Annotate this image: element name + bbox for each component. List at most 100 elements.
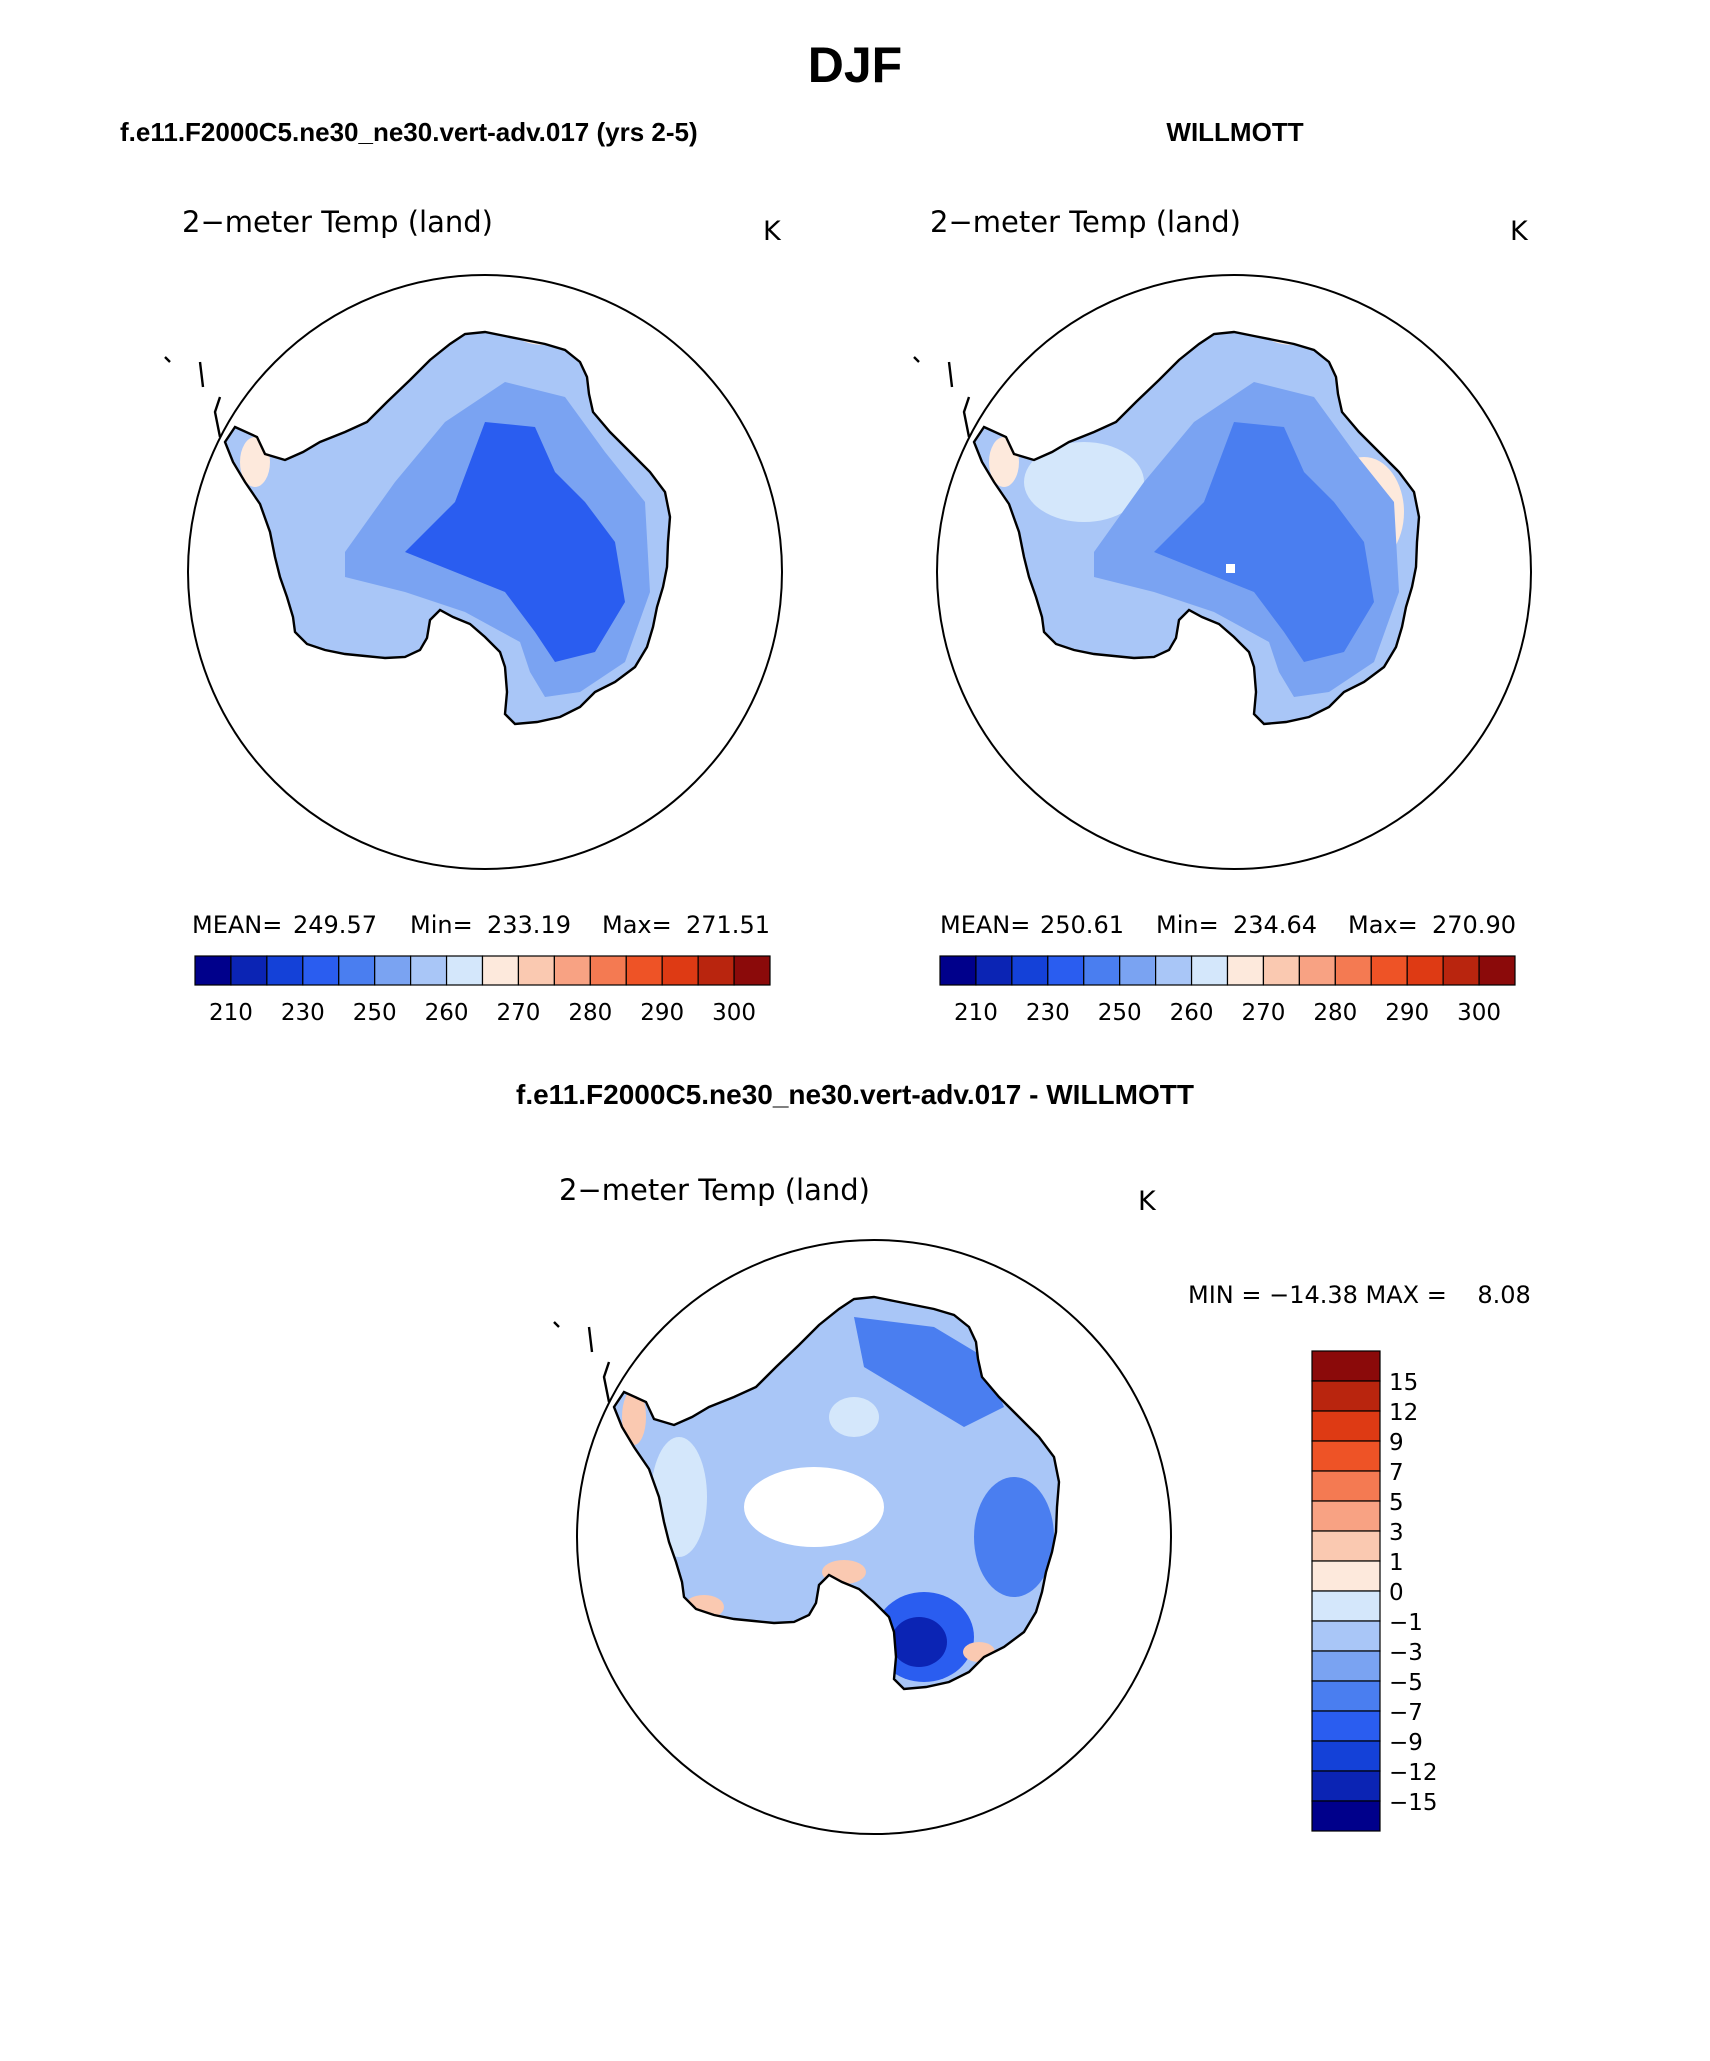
colorbar-swatch [230, 955, 268, 986]
colorbar-tick-label: 290 [640, 1000, 684, 1026]
colorbar-swatch [1011, 955, 1049, 986]
colorbar-tick-label: 230 [1026, 1000, 1070, 1026]
colorbar-tick-labels: 210 230 250 260 270 280 290 300 [954, 1000, 1501, 1026]
antarctica-temperature-field [913, 330, 1421, 726]
field-region [744, 1467, 884, 1547]
stats-mean-label: MEAN= [192, 911, 282, 939]
horizontal-colorbar [939, 955, 1516, 986]
colorbar-tick-label: 7 [1389, 1460, 1404, 1486]
colorbar-swatch [1311, 1500, 1381, 1532]
colorbar-swatch [1226, 955, 1265, 986]
colorbar-swatch [1262, 955, 1300, 986]
page-title: DJF [808, 37, 902, 93]
colorbar-swatch [733, 955, 771, 986]
colorbar-tick-label: 210 [209, 1000, 253, 1026]
polar-map-boundary [187, 274, 783, 870]
field-region [829, 1397, 879, 1437]
island-outline [913, 356, 920, 363]
island-outline [198, 361, 222, 438]
colorbar-swatch [1155, 955, 1193, 986]
colorbar-swatch [374, 955, 412, 986]
colorbar-swatch [1311, 1410, 1381, 1442]
vertical-colorbar [1311, 1350, 1381, 1832]
colorbar-swatch [266, 955, 304, 986]
stats-mean-value: 250.61 [1040, 911, 1124, 939]
field-region [974, 1477, 1054, 1597]
colorbar-tick-label: 290 [1385, 1000, 1429, 1026]
colorbar-swatch [338, 955, 376, 986]
colorbar-tick-label: 250 [1098, 1000, 1142, 1026]
colorbar-tick-label: 300 [712, 1000, 756, 1026]
colorbar-swatch [1311, 1470, 1381, 1502]
polar-map-boundary [936, 274, 1532, 870]
field-fill [614, 1297, 1059, 1689]
colorbar-swatch [1311, 1590, 1381, 1622]
colorbar-tick-label: −9 [1389, 1730, 1423, 1756]
horizontal-colorbar [194, 955, 771, 986]
stats-max-label: Max= [1348, 911, 1418, 939]
island-outline [587, 1326, 611, 1403]
colorbar-tick-label: −1 [1389, 1610, 1423, 1636]
panel-case-title: f.e11.F2000C5.ne30_ne30.vert-adv.017 (yr… [120, 117, 698, 147]
diff-variable-label: 2−meter Temp (land) [559, 1173, 870, 1207]
colorbar-swatch [1311, 1770, 1381, 1802]
colorbar-swatch [1298, 955, 1336, 986]
island-outline [947, 361, 971, 438]
colorbar-swatch [1406, 955, 1444, 986]
stats-min-value: 234.64 [1233, 911, 1317, 939]
panel-variable-label: 2−meter Temp (land) [930, 205, 1241, 239]
panel-units-label: K [763, 216, 782, 247]
panel-obs: WILLMOTT 2−meter Temp (land) K MEAN= 250… [913, 117, 1532, 1026]
island-outline [164, 356, 171, 363]
colorbar-tick-label: 9 [1389, 1430, 1404, 1456]
stats-max-value: 271.51 [686, 911, 770, 939]
colorbar-swatch [1311, 1680, 1381, 1712]
antarctica-difference-field [553, 1295, 1061, 1691]
colorbar-swatch [589, 955, 627, 986]
colorbar-swatch [302, 955, 340, 986]
colorbar-swatch [481, 955, 520, 986]
panel-variable-label: 2−meter Temp (land) [182, 205, 493, 239]
field-region [520, 332, 570, 345]
colorbar-swatch [1311, 1740, 1381, 1772]
colorbar-swatch [1311, 1440, 1381, 1472]
colorbar-swatch [661, 955, 699, 986]
colorbar-swatch [939, 955, 977, 986]
colorbar-tick-label: 210 [954, 1000, 998, 1026]
colorbar-tick-label: 280 [568, 1000, 612, 1026]
panel-difference: f.e11.F2000C5.ne30_ne30.vert-adv.017 - W… [516, 1079, 1531, 1835]
colorbar-tick-label: −12 [1389, 1760, 1438, 1786]
panel-model: f.e11.F2000C5.ne30_ne30.vert-adv.017 (yr… [120, 117, 783, 1026]
colorbar-swatch [1370, 955, 1408, 986]
colorbar-tick-label: 300 [1457, 1000, 1501, 1026]
panel-case-title: WILLMOTT [1166, 117, 1303, 147]
colorbar-tick-label: 250 [353, 1000, 397, 1026]
stats-max-value: 270.90 [1432, 911, 1516, 939]
field-region [1269, 332, 1319, 345]
colorbar-swatch [553, 955, 591, 986]
field-region [1024, 442, 1144, 522]
field-fill [974, 332, 1419, 724]
colorbar-swatch [1442, 955, 1480, 986]
stats-mean-label: MEAN= [940, 911, 1030, 939]
diff-minmax-label: MIN = −14.38 MAX = 8.08 [1188, 1281, 1531, 1309]
island-outline [553, 1321, 560, 1328]
colorbar-tick-label: 280 [1313, 1000, 1357, 1026]
colorbar-tick-label: −5 [1389, 1670, 1423, 1696]
field-region [891, 1617, 947, 1667]
colorbar-swatch [410, 955, 448, 986]
colorbar-tick-label: 1 [1389, 1550, 1404, 1576]
polar-map-boundary [576, 1239, 1172, 1835]
colorbar-tick-label: 230 [281, 1000, 325, 1026]
colorbar-tick-label: 0 [1389, 1580, 1404, 1606]
colorbar-swatch [1334, 955, 1372, 986]
coastline [612, 1295, 1061, 1691]
colorbar-tick-label: 260 [1170, 1000, 1214, 1026]
colorbar-swatch [1311, 1650, 1381, 1682]
field-region [822, 1560, 866, 1584]
colorbar-swatch [1311, 1710, 1381, 1742]
colorbar-tick-label: 12 [1389, 1400, 1418, 1426]
colorbar-swatch [1311, 1620, 1381, 1652]
stats-max-label: Max= [602, 911, 672, 939]
